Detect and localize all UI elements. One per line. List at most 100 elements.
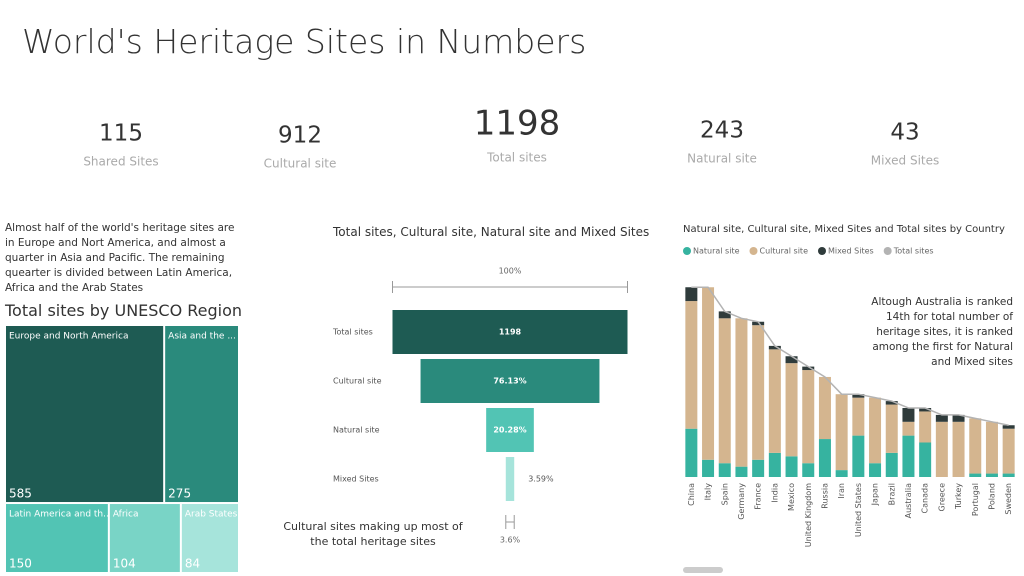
x-tick-label: Greece (937, 483, 946, 512)
bar-segment (785, 456, 798, 477)
x-tick-label: Russia (820, 483, 829, 509)
bar-segment (919, 408, 932, 412)
treemap-value: 585 (9, 487, 32, 501)
treemap-value: 104 (113, 557, 136, 571)
bar-segment (785, 356, 798, 364)
treemap-cell (109, 504, 180, 572)
x-tick-label: Turkey (954, 483, 963, 510)
x-tick-label: India (770, 483, 779, 503)
kpi-label: Total sites (486, 151, 547, 165)
treemap-cell (6, 504, 108, 572)
funnel-bar (505, 457, 515, 501)
treemap-label: Arab States (185, 510, 238, 520)
funnel-value-label: 76.13% (493, 377, 526, 386)
kpi-value: 115 (99, 121, 143, 147)
bar-segment (985, 421, 998, 474)
x-tick-label: Sweden (1004, 483, 1013, 515)
x-tick-label: Canada (921, 483, 930, 514)
bar-segment (818, 376, 831, 440)
legend-swatch (749, 247, 758, 255)
bar-segment (1002, 473, 1015, 477)
kpi-label: Natural site (687, 152, 757, 166)
funnel-bottom-label: 3.6% (500, 536, 521, 545)
bar-segment (735, 466, 748, 477)
bar-segment (768, 452, 781, 477)
bar-segment (885, 452, 898, 477)
kpi-label: Mixed Sites (871, 154, 940, 168)
bar-segment (902, 435, 915, 477)
funnel-bar (486, 408, 534, 452)
funnel-category: Mixed Sites (333, 475, 379, 484)
funnel-value-label: 3.59% (528, 475, 554, 484)
bar-segment (718, 463, 731, 477)
legend-label: Natural site (693, 247, 740, 256)
legend-label: Total sites (893, 247, 934, 256)
funnel-annotation: Cultural sites making up most of the tot… (283, 520, 463, 548)
x-tick-label: Japan (871, 483, 880, 506)
funnel-category: Total sites (332, 328, 373, 337)
x-tick-label: Mexico (787, 483, 796, 511)
bar-segment (752, 321, 765, 326)
bar-segment (802, 370, 815, 464)
bar-title: Natural site, Cultural site, Mixed Sites… (683, 224, 1005, 235)
bar-segment (852, 397, 865, 436)
bar-segment (702, 459, 715, 477)
x-tick-label: United States (854, 483, 863, 537)
treemap-cell (165, 326, 238, 503)
bar-segment (952, 421, 965, 477)
kpi-value: 912 (278, 123, 322, 149)
bar-segment (685, 287, 698, 302)
treemap-value: 84 (185, 557, 200, 571)
funnel-category: Cultural site (333, 377, 382, 386)
legend-label: Mixed Sites (828, 247, 874, 256)
bar-segment (902, 421, 915, 436)
x-tick-label: China (687, 483, 696, 506)
funnel-title: Total sites, Cultural site, Natural site… (333, 225, 650, 239)
bar-segment (902, 408, 915, 422)
funnel-bar (420, 359, 600, 403)
treemap-title: Total sites by UNESCO Region (5, 301, 243, 320)
x-tick-label: Iran (837, 483, 846, 499)
treemap-label: Latin America and th... (9, 510, 112, 520)
legend-label: Cultural site (760, 247, 809, 256)
bar-segment (852, 435, 865, 477)
legend-swatch (883, 247, 892, 255)
legend-swatch (683, 247, 691, 255)
kpi-value: 43 (890, 120, 919, 146)
total-line (691, 286, 1009, 426)
x-tick-label: Portugal (971, 483, 980, 516)
funnel-bar (392, 310, 628, 354)
treemap-label: Africa (113, 510, 139, 520)
x-tick-label: Brazil (887, 483, 896, 505)
bar-annotation: Altough Australia is ranked 14th for tot… (871, 296, 1013, 368)
bar-segment (768, 345, 781, 350)
x-tick-label: Spain (720, 483, 729, 505)
bar-segment (685, 301, 698, 429)
page-title: World's Heritage Sites in Numbers (22, 22, 587, 61)
x-tick-label: Poland (987, 483, 996, 510)
bar-segment (935, 421, 948, 477)
treemap-label: Asia and the ... (168, 332, 236, 342)
bar-segment (702, 287, 715, 460)
bar-segment (969, 473, 982, 477)
bar-segment (752, 325, 765, 460)
bar-segment (919, 442, 932, 477)
bar-segment (1002, 425, 1015, 429)
bar-segment (735, 318, 748, 467)
treemap-value: 275 (168, 487, 191, 501)
bar-segment (969, 418, 982, 474)
kpi-value: 1198 (474, 104, 561, 144)
bar-segment (952, 414, 965, 422)
bar-segment (885, 401, 898, 405)
kpi-label: Cultural site (264, 157, 337, 171)
bar-segment (718, 318, 731, 464)
funnel-value-label: 20.28% (493, 426, 526, 435)
legend-swatch (818, 247, 826, 255)
treemap-cell (6, 326, 164, 503)
scrollbar[interactable] (683, 567, 723, 573)
x-tick-label: Australia (904, 483, 913, 518)
treemap-value: 150 (9, 557, 32, 571)
bar-segment (869, 463, 882, 477)
